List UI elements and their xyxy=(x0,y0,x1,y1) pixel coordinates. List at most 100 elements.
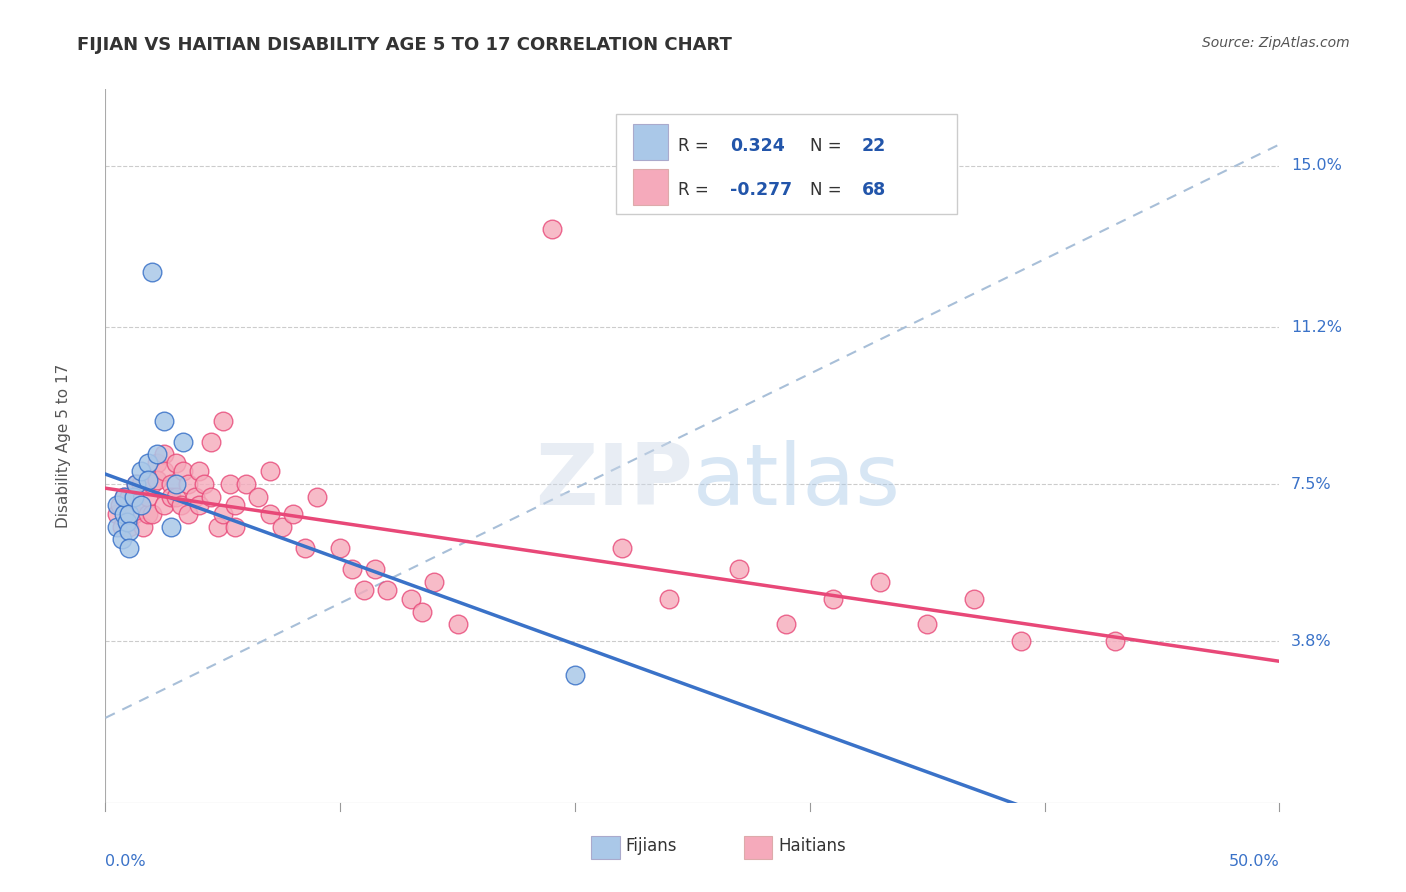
FancyBboxPatch shape xyxy=(633,169,668,204)
Point xyxy=(283,507,305,521)
Point xyxy=(423,574,446,589)
Point xyxy=(112,490,135,504)
Point xyxy=(823,591,845,606)
Text: ZIP: ZIP xyxy=(534,440,693,524)
Point xyxy=(136,507,159,521)
Point xyxy=(364,562,387,576)
Point xyxy=(111,519,134,533)
Point xyxy=(207,519,229,533)
Point xyxy=(211,413,233,427)
Point xyxy=(1104,634,1126,648)
Point xyxy=(125,477,148,491)
Point xyxy=(658,591,681,606)
Point xyxy=(153,448,176,462)
Point xyxy=(165,490,187,504)
Point xyxy=(294,541,316,555)
Text: Source: ZipAtlas.com: Source: ZipAtlas.com xyxy=(1202,36,1350,50)
Point xyxy=(540,222,562,236)
FancyBboxPatch shape xyxy=(744,837,772,859)
Text: FIJIAN VS HAITIAN DISABILITY AGE 5 TO 17 CORRELATION CHART: FIJIAN VS HAITIAN DISABILITY AGE 5 TO 17… xyxy=(77,36,733,54)
Point xyxy=(153,499,176,513)
Point xyxy=(193,477,215,491)
Point xyxy=(105,507,128,521)
Point xyxy=(132,519,155,533)
Point xyxy=(917,617,939,632)
Point xyxy=(153,413,176,427)
Point xyxy=(176,477,198,491)
Point xyxy=(160,490,183,504)
Point xyxy=(247,490,270,504)
Text: R =: R = xyxy=(678,136,714,154)
Point xyxy=(122,490,145,504)
Point xyxy=(270,519,292,533)
Text: N =: N = xyxy=(810,136,846,154)
Point xyxy=(112,507,135,521)
Point xyxy=(129,499,152,513)
Point xyxy=(136,490,159,504)
FancyBboxPatch shape xyxy=(592,837,620,859)
Text: atlas: atlas xyxy=(693,440,900,524)
Text: Fijians: Fijians xyxy=(626,837,678,855)
Point xyxy=(183,490,205,504)
Point xyxy=(211,507,233,521)
Point xyxy=(146,448,169,462)
Point xyxy=(165,477,187,491)
Point xyxy=(172,465,194,479)
Text: 68: 68 xyxy=(862,181,886,199)
Text: 3.8%: 3.8% xyxy=(1291,634,1331,648)
Point xyxy=(172,434,194,449)
Point xyxy=(399,591,422,606)
Point xyxy=(235,477,257,491)
Text: 50.0%: 50.0% xyxy=(1229,854,1279,869)
Point xyxy=(153,465,176,479)
FancyBboxPatch shape xyxy=(633,124,668,160)
Point xyxy=(259,507,281,521)
Text: 0.0%: 0.0% xyxy=(105,854,146,869)
Point xyxy=(125,477,148,491)
Point xyxy=(219,477,242,491)
Point xyxy=(188,465,211,479)
Text: R =: R = xyxy=(678,181,714,199)
Point xyxy=(141,507,163,521)
Point xyxy=(141,477,163,491)
Point xyxy=(728,562,751,576)
Point xyxy=(375,583,398,598)
Point xyxy=(118,541,141,555)
Point xyxy=(122,507,145,521)
Point xyxy=(200,490,222,504)
Point xyxy=(129,477,152,491)
Point xyxy=(118,507,141,521)
Point xyxy=(141,265,163,279)
Point xyxy=(259,465,281,479)
Point xyxy=(118,490,141,504)
Point xyxy=(1010,634,1032,648)
Point xyxy=(411,605,433,619)
Point xyxy=(564,668,586,682)
Point xyxy=(224,519,246,533)
Point xyxy=(160,519,183,533)
Text: Haitians: Haitians xyxy=(778,837,846,855)
Point xyxy=(146,456,169,470)
Point xyxy=(610,541,633,555)
Point xyxy=(188,499,211,513)
Point xyxy=(129,465,152,479)
Point xyxy=(176,507,198,521)
Point xyxy=(129,499,152,513)
Text: 15.0%: 15.0% xyxy=(1291,158,1343,173)
Point xyxy=(146,473,169,487)
Point xyxy=(165,456,187,470)
Point xyxy=(112,490,135,504)
Point xyxy=(963,591,986,606)
Point xyxy=(340,562,363,576)
Point xyxy=(160,477,183,491)
Text: 11.2%: 11.2% xyxy=(1291,319,1343,334)
Text: Disability Age 5 to 17: Disability Age 5 to 17 xyxy=(56,364,70,528)
Point xyxy=(353,583,375,598)
Point xyxy=(105,519,128,533)
Point xyxy=(136,456,159,470)
Point xyxy=(169,499,191,513)
Point xyxy=(118,519,141,533)
Text: -0.277: -0.277 xyxy=(730,181,792,199)
Point xyxy=(305,490,328,504)
Point xyxy=(224,499,246,513)
